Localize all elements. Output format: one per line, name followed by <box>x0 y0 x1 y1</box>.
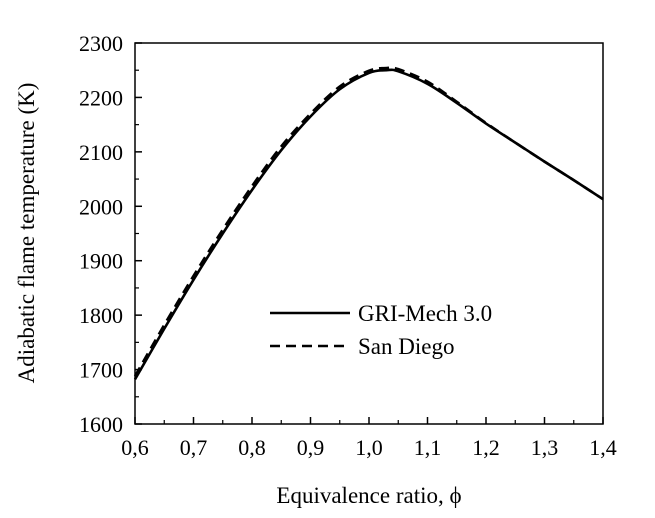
x-tick-label: 1,3 <box>531 435 559 460</box>
legend-label-san-diego: San Diego <box>358 334 454 359</box>
y-tick-label: 2000 <box>79 194 123 219</box>
x-axis: 0,6 0,7 0,8 0,9 1,0 1,1 1,2 1,3 1,4 <box>121 417 617 460</box>
y-axis: 1600 1700 1800 1900 2000 2100 2200 2300 <box>79 31 142 437</box>
y-tick-label: 2100 <box>79 140 123 165</box>
x-axis-title: Equivalence ratio, ϕ <box>276 483 461 508</box>
x-tick-label: 1,4 <box>589 435 617 460</box>
y-tick-label: 1600 <box>79 412 123 437</box>
series-line-gri-mech <box>133 68 604 381</box>
y-tick-label: 2300 <box>79 31 123 56</box>
x-tick-label: 1,1 <box>414 435 442 460</box>
y-tick-label: 1800 <box>79 303 123 328</box>
y-tick-label: 2200 <box>79 85 123 110</box>
x-tick-label: 0,9 <box>297 435 325 460</box>
y-axis-title: Adiabatic flame temperature (K) <box>14 83 39 384</box>
y-tick-label: 1700 <box>79 358 123 383</box>
legend: GRI-Mech 3.0 San Diego <box>270 301 492 359</box>
x-tick-label: 0,6 <box>121 435 149 460</box>
y-tick-label: 1900 <box>79 249 123 274</box>
x-tick-label: 0,8 <box>238 435 266 460</box>
x-tick-label: 1,0 <box>355 435 383 460</box>
series-layer <box>133 66 604 381</box>
series-line-san-diego <box>133 66 604 377</box>
plot-frame <box>134 42 604 425</box>
x-tick-label: 0,7 <box>180 435 208 460</box>
x-tick-label: 1,2 <box>472 435 500 460</box>
legend-label-gri-mech: GRI-Mech 3.0 <box>358 301 492 326</box>
